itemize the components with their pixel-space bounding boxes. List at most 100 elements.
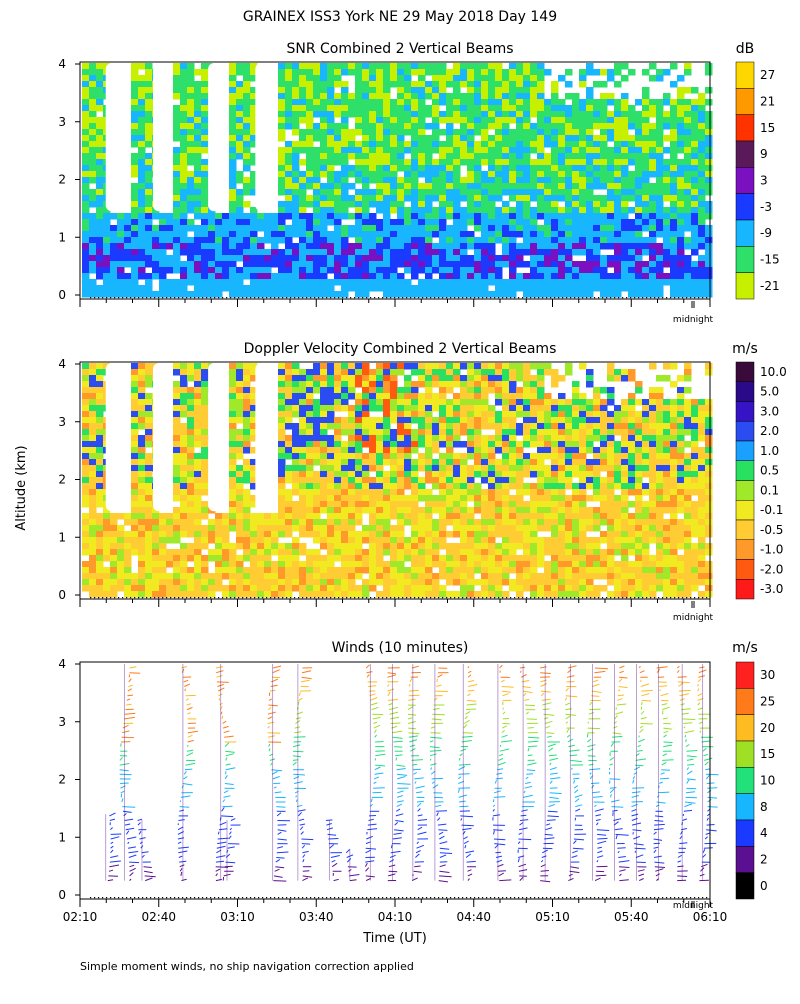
heatmap-cell bbox=[656, 153, 664, 160]
heatmap-cell bbox=[138, 243, 146, 250]
heatmap-cell bbox=[243, 435, 251, 442]
heatmap-cell bbox=[117, 555, 125, 562]
heatmap-cell bbox=[397, 459, 405, 466]
heatmap-cell bbox=[691, 123, 699, 130]
baseline-dot bbox=[442, 297, 443, 298]
heatmap-cell bbox=[166, 219, 174, 226]
heatmap-cell bbox=[383, 93, 391, 100]
heatmap-cell bbox=[467, 471, 475, 478]
heatmap-cell bbox=[285, 531, 293, 538]
heatmap-cell bbox=[320, 261, 328, 268]
heatmap-cell bbox=[299, 231, 307, 238]
heatmap-cell bbox=[278, 261, 286, 268]
heatmap-cell bbox=[285, 123, 293, 130]
heatmap-cell bbox=[509, 165, 517, 172]
heatmap-cell bbox=[495, 291, 503, 298]
heatmap-cell bbox=[481, 123, 489, 130]
heatmap-cell bbox=[418, 573, 426, 580]
heatmap-cell bbox=[488, 75, 496, 82]
heatmap-cell bbox=[593, 279, 601, 286]
heatmap-cell bbox=[292, 225, 300, 232]
heatmap-cell bbox=[642, 159, 650, 166]
heatmap-cell bbox=[89, 255, 97, 262]
heatmap-cell bbox=[243, 111, 251, 118]
heatmap-cell bbox=[481, 99, 489, 106]
heatmap-cell bbox=[586, 279, 594, 286]
heatmap-cell bbox=[187, 111, 195, 118]
heatmap-cell bbox=[376, 75, 384, 82]
colorbar-swatch bbox=[736, 62, 754, 88]
heatmap-cell bbox=[586, 153, 594, 160]
heatmap-cell bbox=[152, 291, 160, 298]
heatmap-cell bbox=[474, 255, 482, 262]
heatmap-cell bbox=[383, 117, 391, 124]
heatmap-cell bbox=[145, 435, 153, 442]
heatmap-cell bbox=[425, 225, 433, 232]
heatmap-cell bbox=[418, 411, 426, 418]
heatmap-cell bbox=[439, 291, 447, 298]
heatmap-cell bbox=[502, 189, 510, 196]
data-gap bbox=[106, 63, 125, 211]
heatmap-cell bbox=[691, 117, 699, 124]
heatmap-cell bbox=[243, 123, 251, 130]
heatmap-cell bbox=[586, 69, 594, 76]
heatmap-cell bbox=[481, 207, 489, 214]
heatmap-cell bbox=[558, 159, 566, 166]
heatmap-cell bbox=[523, 135, 531, 142]
heatmap-cell bbox=[117, 219, 125, 226]
heatmap-cell bbox=[257, 279, 265, 286]
heatmap-cell bbox=[278, 69, 286, 76]
heatmap-cell bbox=[201, 537, 209, 544]
baseline-dot bbox=[98, 297, 99, 298]
heatmap-cell bbox=[411, 519, 419, 526]
heatmap-cell bbox=[453, 135, 461, 142]
heatmap-cell bbox=[229, 387, 237, 394]
heatmap-cell bbox=[677, 105, 685, 112]
heatmap-cell bbox=[236, 153, 244, 160]
heatmap-cell bbox=[537, 285, 545, 292]
heatmap-cell bbox=[502, 261, 510, 268]
heatmap-cell bbox=[600, 159, 608, 166]
heatmap-cell bbox=[460, 255, 468, 262]
heatmap-cell bbox=[670, 153, 678, 160]
heatmap-cell bbox=[285, 153, 293, 160]
heatmap-cell bbox=[208, 585, 216, 592]
heatmap-cell bbox=[117, 231, 125, 238]
heatmap-cell bbox=[348, 183, 356, 190]
heatmap-cell bbox=[411, 465, 419, 472]
heatmap-cell bbox=[404, 279, 412, 286]
heatmap-cell bbox=[670, 183, 678, 190]
heatmap-cell bbox=[460, 225, 468, 232]
heatmap-cell bbox=[187, 141, 195, 148]
heatmap-cell bbox=[145, 189, 153, 196]
heatmap-cell bbox=[530, 249, 538, 256]
heatmap-cell bbox=[397, 477, 405, 484]
heatmap-cell bbox=[565, 195, 573, 202]
heatmap-cell bbox=[341, 519, 349, 526]
heatmap-cell bbox=[152, 261, 160, 268]
heatmap-cell bbox=[453, 441, 461, 448]
heatmap-cell bbox=[614, 195, 622, 202]
heatmap-cell bbox=[194, 207, 202, 214]
heatmap-cell bbox=[607, 195, 615, 202]
heatmap-cell bbox=[138, 381, 146, 388]
heatmap-cell bbox=[131, 465, 139, 472]
heatmap-cell bbox=[579, 207, 587, 214]
heatmap-cell bbox=[362, 75, 370, 82]
heatmap-cell bbox=[145, 369, 153, 376]
heatmap-cell bbox=[460, 129, 468, 136]
heatmap-cell bbox=[306, 177, 314, 184]
heatmap-cell bbox=[446, 153, 454, 160]
heatmap-cell bbox=[187, 123, 195, 130]
heatmap-cell bbox=[320, 381, 328, 388]
heatmap-cell bbox=[96, 243, 104, 250]
heatmap-cell bbox=[467, 531, 475, 538]
heatmap-cell bbox=[390, 531, 398, 538]
heatmap-cell bbox=[187, 543, 195, 550]
heatmap-cell bbox=[418, 381, 426, 388]
heatmap-cell bbox=[362, 579, 370, 586]
heatmap-cell bbox=[257, 591, 265, 598]
heatmap-cell bbox=[383, 231, 391, 238]
heatmap-cell bbox=[565, 231, 573, 238]
heatmap-cell bbox=[558, 171, 566, 178]
